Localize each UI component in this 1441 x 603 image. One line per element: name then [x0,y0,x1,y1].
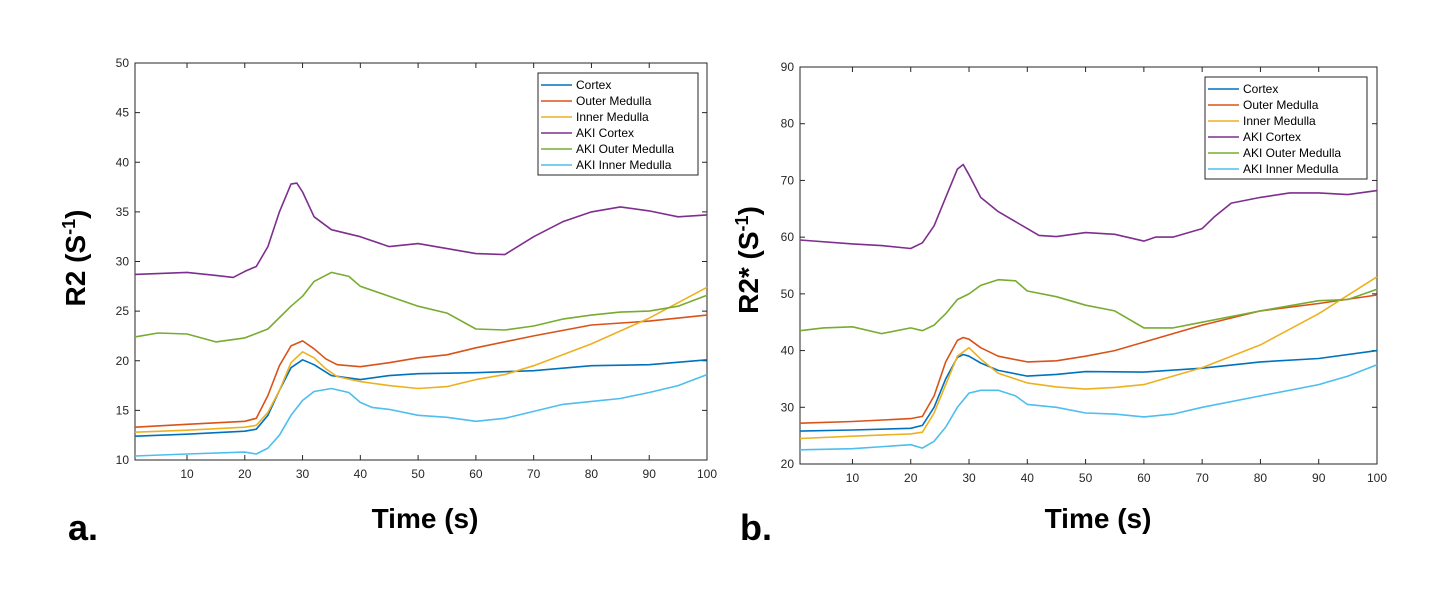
legend-entry: AKI Cortex [576,126,634,140]
series-line-outer-medulla [134,314,708,428]
x-tick-label: 100 [697,467,717,481]
x-tick-label: 10 [846,471,860,485]
legend-entry: Inner Medulla [576,110,649,124]
y-tick-label: 45 [116,106,130,120]
y-tick-label: 20 [116,354,130,368]
series-line-cortex [134,359,708,437]
y-tick-label: 10 [116,453,130,467]
y-tick-label: 80 [781,117,795,131]
y-tick-label: 90 [781,60,795,74]
x-tick-label: 40 [354,467,368,481]
series-line-inner-medulla [134,286,708,433]
y-axis-label-close: ) [60,210,91,219]
legend-entry: AKI Inner Medulla [1243,162,1339,176]
panel-label: a. [68,507,98,548]
legend-box [537,72,699,176]
x-tick-label: 20 [238,467,252,481]
x-axis-label: Time (s) [1045,503,1152,534]
y-tick-label: 70 [781,173,795,187]
legend-entry: Outer Medulla [1243,98,1319,112]
chart-panel-a: 10 20 30 40 50 60 70 80 90 100 10 15 20 25 30 35 40 45 50 C… [59,56,717,548]
x-tick-label: 30 [962,471,976,485]
y-axis-label: R2* (S-1) [732,206,764,314]
series-line-aki-inner-medulla [134,373,708,457]
legend-entry: Outer Medulla [576,94,652,108]
y-tick-label: 15 [116,403,130,417]
x-tick-label: 50 [1079,471,1093,485]
x-tick-label: 70 [1195,471,1209,485]
legend-entry: AKI Inner Medulla [576,158,672,172]
y-tick-label: 20 [781,457,795,471]
series-line-aki-cortex [799,163,1378,250]
series-line-aki-cortex [134,182,708,279]
x-tick-label: 80 [1254,471,1268,485]
y-tick-label: 50 [116,56,130,70]
x-tick-label: 70 [527,467,541,481]
y-tick-label: 40 [781,344,795,358]
y-axis-label-base: R2* (S [733,231,764,313]
legend-entry: AKI Outer Medulla [1243,146,1341,160]
x-tick-label: 40 [1021,471,1035,485]
x-tick-label: 90 [643,467,657,481]
x-tick-label: 50 [411,467,425,481]
y-tick-label: 40 [116,155,130,169]
x-tick-label: 30 [296,467,310,481]
series-line-aki-inner-medulla [799,364,1378,451]
y-tick-label: 60 [781,230,795,244]
x-axis-label: Time (s) [372,503,479,534]
y-axis-label-sup: -1 [732,215,752,231]
x-tick-label: 60 [1137,471,1151,485]
y-axis-label-close: ) [733,206,764,215]
y-tick-label: 30 [116,255,130,269]
series-line-aki-outer-medulla [799,278,1378,335]
y-tick-label: 50 [781,287,795,301]
y-tick-label: 35 [116,205,130,219]
legend-entry: AKI Outer Medulla [576,142,674,156]
legend-entry: Cortex [576,78,611,92]
legend-entry: Inner Medulla [1243,114,1316,128]
y-tick-label: 25 [116,304,130,318]
y-axis-label-base: R2 (S [60,235,91,307]
series-line-inner-medulla [799,276,1378,440]
x-tick-label: 60 [469,467,483,481]
y-tick-label: 30 [781,400,795,414]
y-axis-label-sup: -1 [59,219,79,235]
chart-panel-b: 10 20 30 40 50 60 70 80 90 100 20 30 40 50 60 70 80 90 Cor… [732,60,1387,548]
legend-entry: AKI Cortex [1243,130,1301,144]
x-tick-label: 80 [585,467,599,481]
panel-label: b. [740,507,772,548]
legend-box [1204,76,1368,180]
y-axis-label: R2 (S-1) [59,210,91,307]
x-tick-label: 100 [1367,471,1387,485]
series-line-outer-medulla [799,294,1378,424]
series-line-aki-outer-medulla [134,271,708,343]
legend-entry: Cortex [1243,82,1278,96]
x-tick-label: 90 [1312,471,1326,485]
x-tick-label: 10 [180,467,194,481]
x-tick-label: 20 [904,471,918,485]
